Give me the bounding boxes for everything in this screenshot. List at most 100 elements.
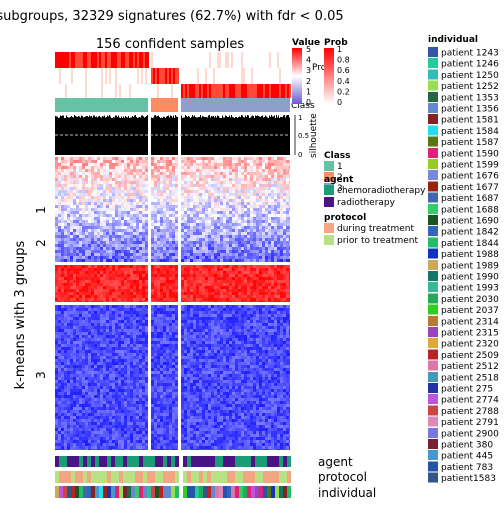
heatmap-cell	[199, 326, 202, 329]
heatmap-cell	[211, 250, 214, 253]
silhouette-bar	[89, 116, 90, 155]
heatmap-cell	[232, 187, 235, 190]
heatmap-cell	[85, 247, 88, 250]
heatmap-cell	[172, 250, 175, 253]
heatmap-cell	[268, 271, 271, 274]
heatmap-cell	[82, 274, 85, 277]
heatmap-cell	[88, 187, 91, 190]
heatmap-cell	[214, 259, 217, 262]
silhouette-bar	[193, 116, 194, 155]
heatmap-cell	[121, 187, 124, 190]
heatmap-cell	[145, 311, 148, 314]
heatmap-cell	[157, 277, 160, 280]
heatmap-cell	[97, 163, 100, 166]
heatmap-cell	[202, 244, 205, 247]
heatmap-cell	[286, 317, 289, 320]
heatmap-cell	[76, 190, 79, 193]
heatmap-cell	[199, 220, 202, 223]
prob-cell	[157, 68, 159, 84]
heatmap-cell	[250, 178, 253, 181]
heatmap-cell	[169, 232, 172, 235]
heatmap-cell	[97, 223, 100, 226]
heatmap-cell	[220, 265, 223, 268]
silhouette-bar	[213, 116, 214, 155]
heatmap-cell	[70, 241, 73, 244]
silhouette-bar	[145, 117, 146, 155]
heatmap-cell	[286, 256, 289, 259]
heatmap-cell	[139, 268, 142, 271]
heatmap-cell	[208, 214, 211, 217]
heatmap-cell	[256, 223, 259, 226]
heatmap-cell	[217, 259, 220, 262]
heatmap-cell	[82, 332, 85, 335]
heatmap-cell	[118, 163, 121, 166]
heatmap-cell	[70, 214, 73, 217]
heatmap-cell	[196, 178, 199, 181]
silhouette-bar	[70, 117, 71, 155]
heatmap-cell	[271, 160, 274, 163]
heatmap-cell	[97, 208, 100, 211]
heatmap-cell	[64, 317, 67, 320]
heatmap-cell	[103, 244, 106, 247]
heatmap-cell	[121, 214, 124, 217]
heatmap-cell	[121, 289, 124, 292]
prob-cell	[211, 52, 213, 68]
prob-cell	[115, 84, 117, 98]
heatmap-cell	[205, 308, 208, 311]
heatmap-cell	[64, 311, 67, 314]
heatmap-cell	[163, 232, 166, 235]
heatmap-cell	[79, 253, 82, 256]
heatmap-cell	[145, 199, 148, 202]
heatmap-cell	[100, 283, 103, 286]
silhouette-bar	[284, 115, 285, 155]
prob-cell	[265, 68, 267, 84]
heatmap-cell	[118, 244, 121, 247]
heatmap-cell	[238, 184, 241, 187]
heatmap-cell	[61, 175, 64, 178]
heatmap-cell	[139, 166, 142, 169]
heatmap-cell	[133, 178, 136, 181]
silhouette-bar	[202, 116, 203, 155]
heatmap-cell	[133, 232, 136, 235]
heatmap-cell	[199, 187, 202, 190]
heatmap-cell	[268, 301, 271, 302]
heatmap-cell	[70, 232, 73, 235]
heatmap-cell	[76, 268, 79, 271]
heatmap-cell	[100, 235, 103, 238]
heatmap-cell	[61, 199, 64, 202]
heatmap-cell	[169, 280, 172, 283]
heatmap-cell	[262, 289, 265, 292]
heatmap-cell	[88, 205, 91, 208]
heatmap-cell	[217, 295, 220, 298]
heatmap-cell	[229, 226, 232, 229]
heatmap-cell	[211, 229, 214, 232]
heatmap-cell	[139, 172, 142, 175]
heatmap-cell	[214, 223, 217, 226]
heatmap-cell	[235, 217, 238, 220]
heatmap-cell	[181, 259, 184, 262]
heatmap-cell	[256, 160, 259, 163]
heatmap-cell	[163, 193, 166, 196]
heatmap-cell	[70, 211, 73, 214]
heatmap-cell	[286, 265, 289, 268]
heatmap-cell	[256, 323, 259, 326]
heatmap-cell	[181, 193, 184, 196]
heatmap-cell	[82, 250, 85, 253]
heatmap-cell	[124, 217, 127, 220]
heatmap-cell	[94, 292, 97, 295]
heatmap-cell	[229, 232, 232, 235]
heatmap-cell	[196, 326, 199, 329]
prob-annotation-track	[55, 52, 291, 98]
heatmap-cell	[187, 229, 190, 232]
heatmap-cell	[256, 301, 259, 302]
heatmap-cell	[151, 193, 154, 196]
heatmap-cell	[214, 238, 217, 241]
heatmap-cell	[175, 301, 178, 302]
heatmap-cell	[151, 265, 154, 268]
heatmap-cell	[256, 259, 259, 262]
heatmap-cell	[265, 305, 268, 308]
heatmap-cell	[151, 283, 154, 286]
heatmap-cell	[64, 235, 67, 238]
heatmap-cell	[187, 292, 190, 295]
prob-cell	[215, 68, 217, 84]
